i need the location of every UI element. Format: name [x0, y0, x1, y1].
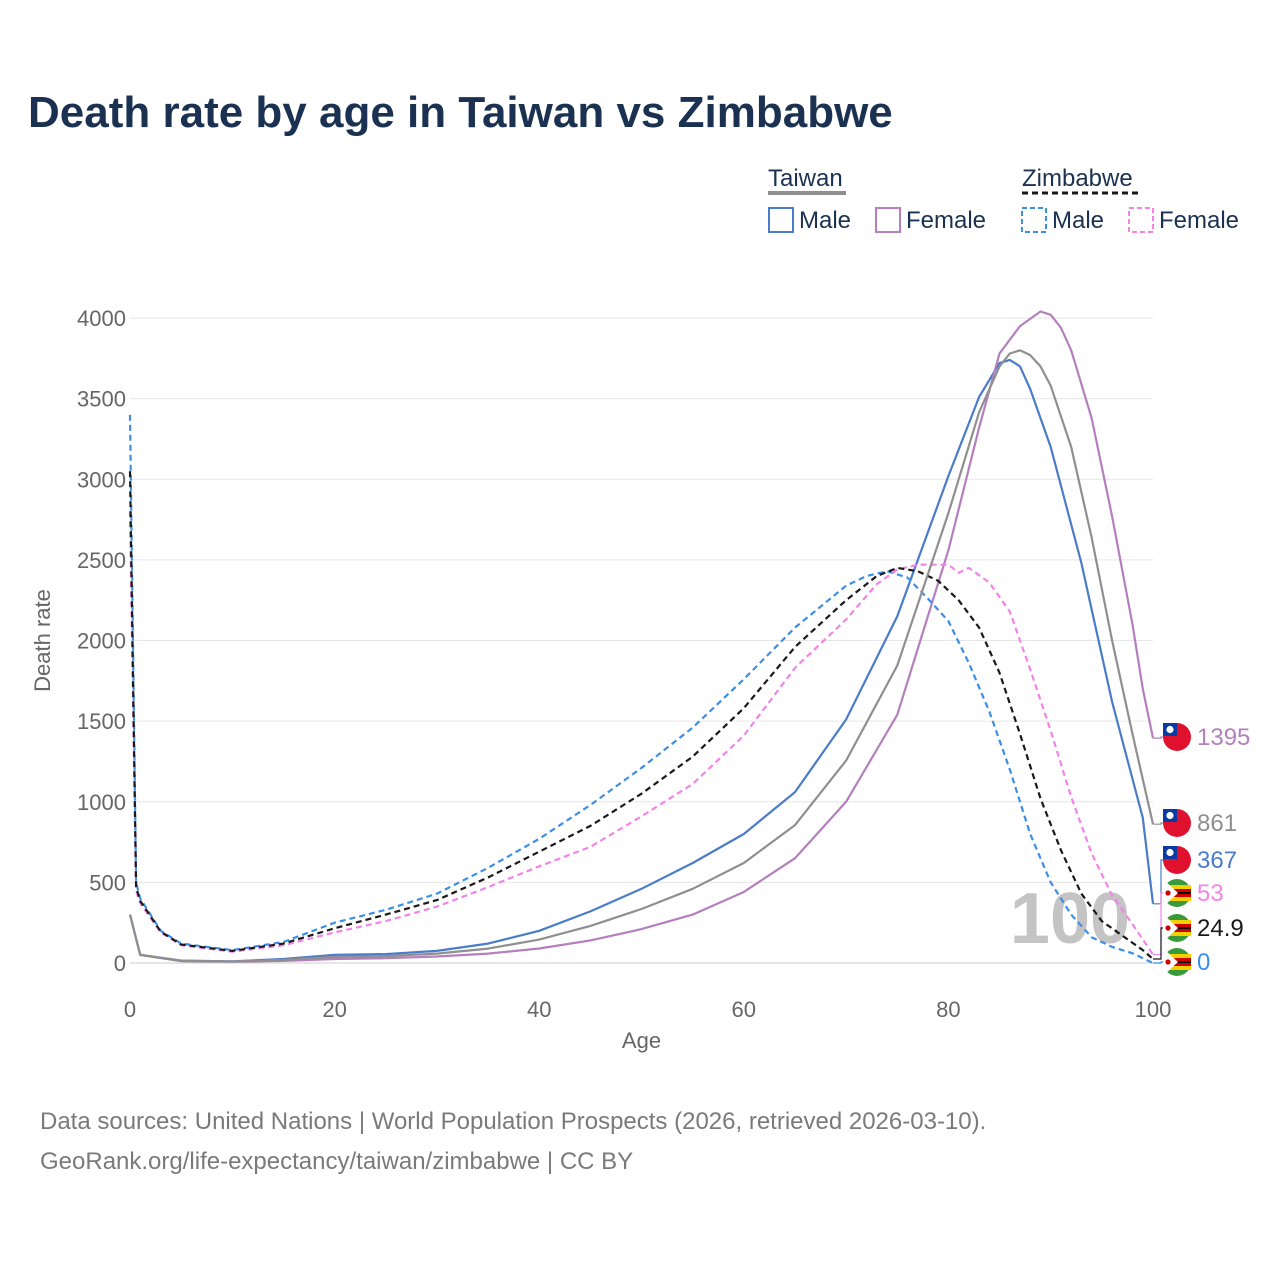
y-tick-label: 2500: [77, 548, 126, 573]
x-tick-label: 0: [124, 997, 136, 1022]
gridlines: [130, 317, 1153, 964]
y-tick-label: 1000: [77, 790, 126, 815]
y-tick-label: 2000: [77, 629, 126, 654]
series-line-taiwan-average[interactable]: [128, 349, 1155, 963]
chart-canvas: Taiwan Zimbabwe Male Female Male Female …: [30, 165, 1250, 1053]
y-tick-label: 500: [89, 870, 126, 895]
legend-taiwan-female-label[interactable]: Female: [906, 207, 986, 234]
footer-url[interactable]: GeoRank.org/life-expectancy/taiwan/zimba…: [40, 1148, 634, 1175]
end-label-taiwan-average: 861: [1197, 810, 1237, 837]
legend-zimbabwe-female-label[interactable]: Female: [1159, 207, 1239, 234]
end-label-taiwan-male: 367: [1197, 847, 1237, 874]
end-label-zimbabwe-average: 24.9: [1197, 915, 1244, 942]
x-tick-label: 100: [1135, 997, 1172, 1022]
y-axis-title: Death rate: [30, 589, 55, 692]
legend-taiwan-male-label[interactable]: Male: [799, 207, 851, 234]
leader-line-taiwan-female: [1153, 736, 1163, 739]
series-line-zimbabwe-male[interactable]: [128, 414, 1154, 964]
taiwan-flag-icon: [1163, 809, 1191, 837]
series-lines: [128, 310, 1155, 964]
legend-zimbabwe-female-swatch[interactable]: [1128, 207, 1154, 233]
y-tick-label: 3500: [77, 387, 126, 412]
leader-line-taiwan-average: [1153, 822, 1163, 825]
y-axis: 0 500 1000 1500 2000 2500 3000 3500 4000: [77, 306, 126, 976]
footer-source: Data sources: United Nations | World Pop…: [40, 1108, 987, 1135]
legend-zimbabwe-heading: Zimbabwe: [1022, 165, 1133, 192]
end-label-zimbabwe-female: 53: [1197, 880, 1224, 907]
leader-line-zimbabwe-female: [1153, 892, 1163, 956]
end-labels: 1395 861 367 53 24.9 0: [1153, 723, 1250, 976]
end-label-taiwan-female: 1395: [1197, 724, 1250, 751]
x-tick-label: 60: [732, 997, 756, 1022]
legend-taiwan-male-swatch[interactable]: [768, 207, 794, 233]
x-tick-label: 20: [322, 997, 346, 1022]
y-tick-label: 4000: [77, 306, 126, 331]
x-tick-label: 40: [527, 997, 551, 1022]
taiwan-flag-icon: [1163, 723, 1191, 751]
legend-zimbabwe-male-label[interactable]: Male: [1052, 207, 1104, 234]
zimbabwe-flag-icon: [1163, 914, 1191, 942]
end-label-zimbabwe-male: 0: [1197, 949, 1210, 976]
legend-zimbabwe-male-swatch[interactable]: [1021, 207, 1047, 233]
y-tick-label: 0: [114, 951, 126, 976]
y-tick-label: 3000: [77, 467, 126, 492]
leader-line-zimbabwe-average: [1153, 927, 1163, 960]
x-axis-title: Age: [622, 1028, 661, 1053]
leader-line-zimbabwe-male: [1153, 961, 1163, 964]
legend: Taiwan Zimbabwe Male Female Male Female: [768, 165, 1239, 234]
series-line-taiwan-male[interactable]: [128, 358, 1155, 963]
series-line-zimbabwe-average[interactable]: [128, 471, 1154, 960]
legend-taiwan-female-swatch[interactable]: [875, 207, 901, 233]
taiwan-flag-icon: [1163, 846, 1191, 874]
zimbabwe-flag-icon: [1163, 879, 1191, 907]
x-tick-label: 80: [936, 997, 960, 1022]
chart-title: Death rate by age in Taiwan vs Zimbabwe: [28, 88, 893, 137]
leader-line-taiwan-male: [1153, 859, 1163, 905]
legend-taiwan-heading: Taiwan: [768, 165, 843, 192]
x-axis: 0 20 40 60 80 100: [124, 997, 1171, 1022]
y-tick-label: 1500: [77, 709, 126, 734]
series-line-zimbabwe-female[interactable]: [128, 511, 1154, 956]
zimbabwe-flag-icon: [1163, 948, 1191, 976]
series-line-taiwan-female[interactable]: [128, 310, 1155, 963]
